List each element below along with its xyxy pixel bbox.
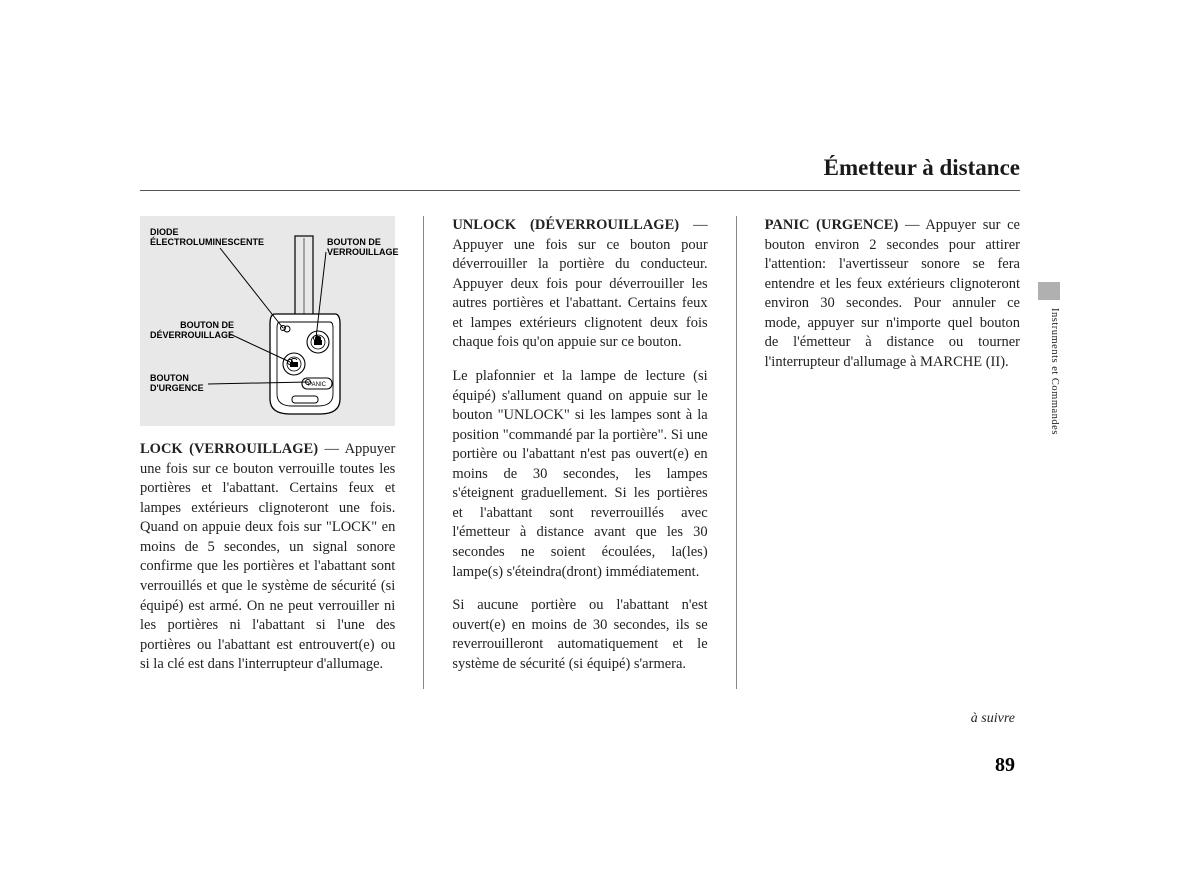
key-diagram: DIODE ÉLECTROLUMINESCENTE BOUTON DE VERR… (140, 216, 395, 426)
lock-paragraph: LOCK (VERROUILLAGE) — Appuyer une fois s… (140, 440, 395, 675)
panic-paragraph: PANIC (URGENCE) — Appuyer sur ce bouton … (765, 216, 1020, 373)
panic-heading: PANIC (URGENCE) (765, 217, 899, 233)
lock-body: Appuyer une fois sur ce bouton verrouill… (140, 441, 395, 672)
unlock-para-2: Le plafonnier et la lampe de lecture (si… (452, 367, 707, 582)
header-rule (140, 190, 1020, 191)
content-columns: DIODE ÉLECTROLUMINESCENTE BOUTON DE VERR… (140, 216, 1020, 689)
column-2: UNLOCK (DÉVERROUILLAGE) — Appuyer une fo… (452, 216, 707, 689)
page-number: 89 (995, 754, 1015, 777)
page-container: Émetteur à distance DIODE ÉLECTROLUMINES… (0, 0, 1200, 892)
side-tab (1038, 282, 1060, 300)
column-3: PANIC (URGENCE) — Appuyer sur ce bouton … (765, 216, 1020, 689)
panic-separator: — (898, 217, 925, 233)
unlock-para-1: UNLOCK (DÉVERROUILLAGE) — Appuyer une fo… (452, 216, 707, 353)
side-section-label: Instruments et Commandes (1040, 308, 1060, 435)
column-divider-2 (736, 216, 737, 689)
page-title: Émetteur à distance (824, 155, 1020, 181)
lock-separator: — (318, 441, 345, 457)
unlock-separator: — (679, 217, 708, 233)
column-divider-1 (423, 216, 424, 689)
panic-body: Appuyer sur ce bouton environ 2 secondes… (765, 217, 1020, 370)
callout-lines (140, 216, 395, 426)
unlock-body-1: Appuyer une fois sur ce bouton pour déve… (452, 237, 707, 351)
unlock-para-3: Si aucune portière ou l'abattant n'est o… (452, 596, 707, 674)
unlock-heading: UNLOCK (DÉVERROUILLAGE) (452, 217, 679, 233)
continue-note: à suivre (971, 711, 1015, 727)
lock-heading: LOCK (VERROUILLAGE) (140, 441, 318, 457)
column-1: DIODE ÉLECTROLUMINESCENTE BOUTON DE VERR… (140, 216, 395, 689)
unlock-body-3: Si aucune portière ou l'abattant n'est o… (452, 597, 707, 672)
unlock-body-2: Le plafonnier et la lampe de lecture (si… (452, 368, 707, 580)
